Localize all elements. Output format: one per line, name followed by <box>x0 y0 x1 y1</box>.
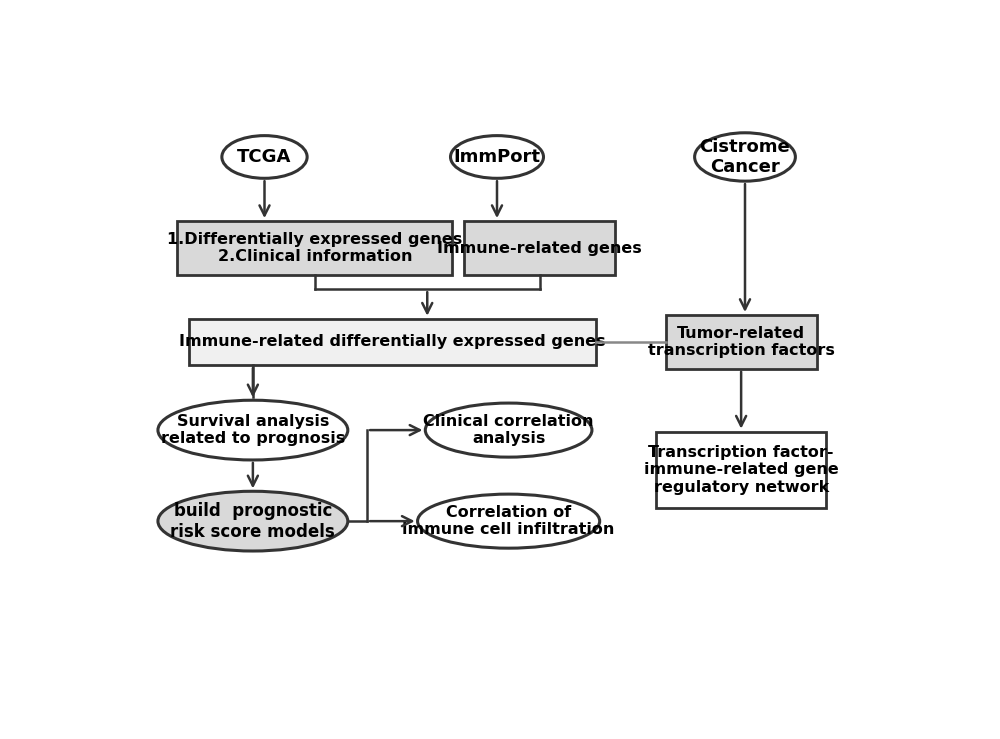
Text: Cistrome
Cancer: Cistrome Cancer <box>700 137 790 177</box>
Text: Correlation of
immune cell infiltration: Correlation of immune cell infiltration <box>402 505 615 537</box>
Text: Immune-related genes: Immune-related genes <box>437 240 642 256</box>
Text: TCGA: TCGA <box>237 148 292 166</box>
FancyBboxPatch shape <box>666 315 817 369</box>
Ellipse shape <box>425 403 592 457</box>
FancyBboxPatch shape <box>177 221 452 275</box>
Text: Survival analysis
related to prognosis: Survival analysis related to prognosis <box>161 414 345 446</box>
FancyBboxPatch shape <box>656 432 826 508</box>
Text: build  prognostic
risk score models: build prognostic risk score models <box>170 502 335 540</box>
Text: Clinical correlation
analysis: Clinical correlation analysis <box>423 414 594 446</box>
Text: ImmPort: ImmPort <box>454 148 540 166</box>
Text: Immune-related differentially expressed genes: Immune-related differentially expressed … <box>179 335 606 350</box>
Ellipse shape <box>158 401 348 460</box>
Text: 1.Differentially expressed genes
2.Clinical information: 1.Differentially expressed genes 2.Clini… <box>167 232 462 265</box>
Text: Tumor-related
transcription factors: Tumor-related transcription factors <box>648 326 835 358</box>
Ellipse shape <box>418 494 600 548</box>
Ellipse shape <box>450 136 544 178</box>
Ellipse shape <box>158 491 348 551</box>
Ellipse shape <box>222 136 307 178</box>
FancyBboxPatch shape <box>464 221 615 275</box>
Text: Transcription factor-
immune-related gene
regulatory network: Transcription factor- immune-related gen… <box>644 445 838 495</box>
FancyBboxPatch shape <box>189 319 596 365</box>
Ellipse shape <box>695 133 795 181</box>
